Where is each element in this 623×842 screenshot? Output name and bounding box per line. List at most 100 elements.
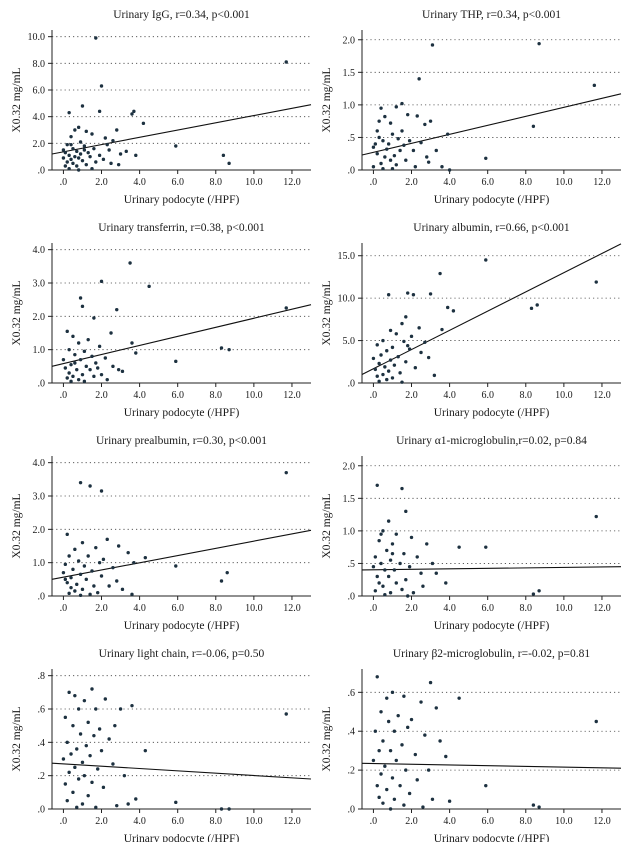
data-point: [134, 797, 138, 801]
y-axis-label: X0.32 mg/mL: [11, 493, 23, 558]
x-tick-label: 10.0: [555, 816, 573, 827]
data-point: [426, 768, 431, 772]
data-point: [594, 514, 598, 519]
data-point: [419, 571, 423, 575]
y-tick-label: 3.0: [33, 279, 46, 290]
data-point: [67, 110, 71, 115]
data-point: [592, 83, 597, 88]
data-point: [400, 743, 404, 747]
data-point: [402, 551, 406, 556]
data-point: [371, 165, 376, 169]
y-tick-label: 1.0: [343, 526, 356, 537]
x-tick-label: 6.0: [171, 390, 184, 401]
data-point: [415, 778, 419, 782]
data-point: [375, 343, 379, 347]
data-point: [84, 129, 88, 134]
y-tick-label: .0: [348, 166, 356, 177]
data-point: [65, 798, 69, 803]
data-point: [444, 581, 448, 585]
data-point: [71, 146, 75, 151]
data-point: [82, 144, 87, 148]
data-point: [390, 345, 395, 350]
data-point: [531, 592, 536, 596]
data-point: [379, 710, 383, 714]
data-point: [375, 152, 379, 156]
data-point: [531, 803, 536, 807]
data-point: [65, 740, 69, 745]
y-axis-label: X0.32 mg/mL: [11, 280, 23, 345]
data-point: [78, 732, 83, 736]
data-point: [398, 783, 402, 788]
chart-panel-3: Urinary transferrin, r=0.38, p<0.001 .0 1.…: [11, 222, 312, 419]
x-tick-label: 2.0: [405, 603, 418, 614]
data-point: [80, 760, 85, 765]
data-point: [394, 105, 398, 109]
data-point: [385, 548, 389, 553]
data-point: [80, 540, 85, 545]
y-axis-label: X0.32 mg/mL: [321, 67, 333, 132]
x-tick-label: 12.0: [593, 390, 611, 401]
x-tick-label: .0: [60, 603, 68, 614]
data-point: [284, 60, 288, 64]
data-point: [71, 567, 75, 572]
data-point: [105, 142, 109, 147]
data-point: [71, 374, 75, 379]
data-point: [390, 542, 395, 546]
data-point: [174, 359, 178, 364]
data-point: [447, 799, 452, 803]
data-point: [413, 165, 418, 169]
y-tick-label: .0: [38, 805, 46, 816]
data-point: [379, 772, 383, 776]
regression-line: [361, 566, 622, 571]
data-point: [284, 712, 288, 716]
data-point: [400, 587, 404, 592]
data-point: [134, 153, 138, 158]
data-point: [118, 152, 123, 156]
data-point: [425, 155, 429, 159]
x-tick-label: 4.0: [133, 603, 146, 614]
y-tick-label: 1.5: [343, 68, 356, 79]
data-point: [99, 574, 104, 578]
data-point: [65, 160, 69, 164]
data-point: [101, 785, 106, 790]
data-point: [78, 572, 83, 577]
data-point: [386, 142, 391, 146]
data-point: [94, 545, 98, 550]
x-tick-label: .0: [370, 603, 378, 614]
x-tick-label: 4.0: [133, 816, 146, 827]
data-point: [65, 142, 69, 147]
data-point: [97, 727, 102, 731]
data-point: [147, 284, 151, 289]
data-point: [413, 366, 418, 370]
data-point: [402, 694, 406, 698]
chart-title: Urinary prealbumin, r=0.30, p<0.001: [96, 435, 267, 447]
data-point: [388, 358, 393, 362]
x-tick-label: 8.0: [520, 603, 533, 614]
data-point: [94, 805, 98, 810]
data-point: [82, 564, 87, 568]
data-point: [73, 352, 77, 357]
data-point: [390, 776, 395, 780]
data-point: [428, 292, 433, 296]
data-point: [109, 331, 113, 335]
data-point: [76, 125, 81, 130]
data-point: [69, 142, 73, 147]
data-point: [71, 334, 75, 339]
data-point: [398, 371, 402, 375]
data-point: [76, 341, 81, 345]
data-point: [80, 587, 85, 592]
chart-title: Urinary light chain, r=-0.06, p=0.50: [99, 648, 265, 660]
data-point: [423, 733, 427, 737]
y-tick-label: .5: [348, 133, 356, 144]
y-tick-label: .6: [348, 688, 356, 699]
data-point: [396, 713, 400, 718]
data-point: [78, 357, 83, 362]
y-tick-label: .8: [38, 671, 46, 682]
x-axis-label: Urinary podocyte (/HPF): [434, 620, 550, 632]
data-point: [371, 564, 376, 569]
data-point: [388, 121, 393, 125]
x-tick-label: 6.0: [481, 603, 494, 614]
data-point: [84, 364, 88, 369]
data-point: [107, 584, 111, 588]
